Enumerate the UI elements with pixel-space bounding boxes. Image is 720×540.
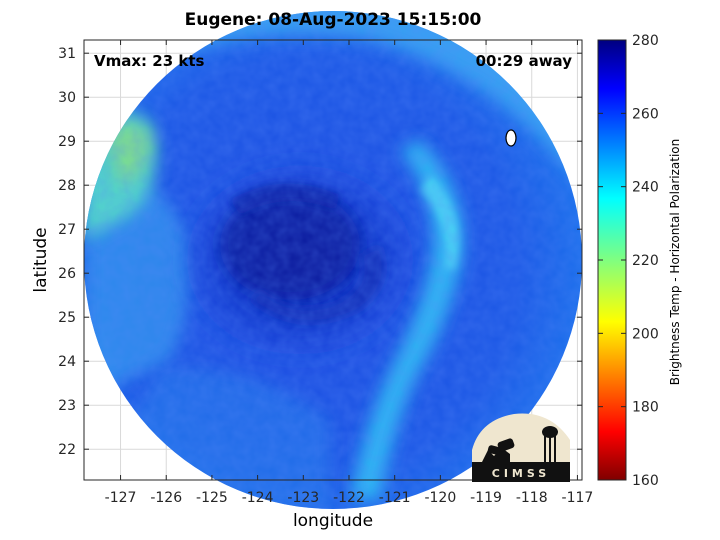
x-tick-label: -121: [379, 490, 411, 506]
x-tick-label: -119: [470, 490, 502, 506]
y-axis-label: latitude: [31, 227, 51, 293]
cold-cloud-marker: [505, 129, 517, 147]
x-tick-label: -125: [196, 490, 228, 506]
colorbar-ticks: 160 180 200 220 240 260 280: [598, 33, 659, 489]
chart-title: Eugene: 08-Aug-2023 15:15:00: [184, 10, 482, 30]
y-tick-label: 26: [58, 266, 76, 282]
colorbar-label: Brightness Temp - Horizontal Polarizatio…: [668, 138, 682, 386]
colorbar-tick-label: 200: [632, 326, 659, 342]
y-tick-label: 23: [58, 398, 76, 414]
y-tick-label: 28: [58, 178, 76, 194]
x-tick-label: -127: [105, 490, 137, 506]
y-tick-label: 22: [58, 442, 76, 458]
x-tick-label: -124: [242, 490, 274, 506]
y-tick-label: 30: [58, 90, 76, 106]
x-axis-label: longitude: [292, 511, 374, 531]
y-tick-label: 27: [58, 222, 76, 238]
y-tick-label: 25: [58, 310, 76, 326]
vmax-annotation: Vmax: 23 kts: [94, 52, 205, 70]
cimss-logo: CIMSS: [472, 413, 570, 482]
colorbar-tick-label: 240: [632, 180, 659, 196]
x-tick-label: -123: [287, 490, 319, 506]
colorbar-tick-label: 180: [632, 400, 659, 416]
colorbar-tick-label: 260: [632, 106, 659, 122]
colorbar-tick-label: 280: [632, 33, 659, 49]
y-tick-label: 31: [58, 46, 76, 62]
time-away-annotation: 00:29 away: [475, 52, 572, 70]
logo-text: CIMSS: [492, 467, 550, 480]
y-tick-label: 24: [58, 354, 76, 370]
x-axis-ticks: -127 -126 -125 -124 -123 -122 -121 -120 -119 -118…: [105, 40, 594, 506]
x-tick-label: -118: [516, 490, 548, 506]
y-axis-ticks: 22 23 24 25 26 27 28 29 30 31: [58, 46, 582, 458]
colorbar-tick-label: 220: [632, 253, 659, 269]
axes-frame: [83, 39, 583, 481]
x-tick-label: -120: [424, 490, 456, 506]
x-tick-label: -117: [562, 490, 594, 506]
x-tick-label: -122: [333, 490, 365, 506]
microwave-swath: [84, 11, 582, 509]
y-tick-label: 29: [58, 134, 76, 150]
x-tick-label: -126: [150, 490, 182, 506]
colorbar-tick-label: 160: [632, 473, 659, 489]
